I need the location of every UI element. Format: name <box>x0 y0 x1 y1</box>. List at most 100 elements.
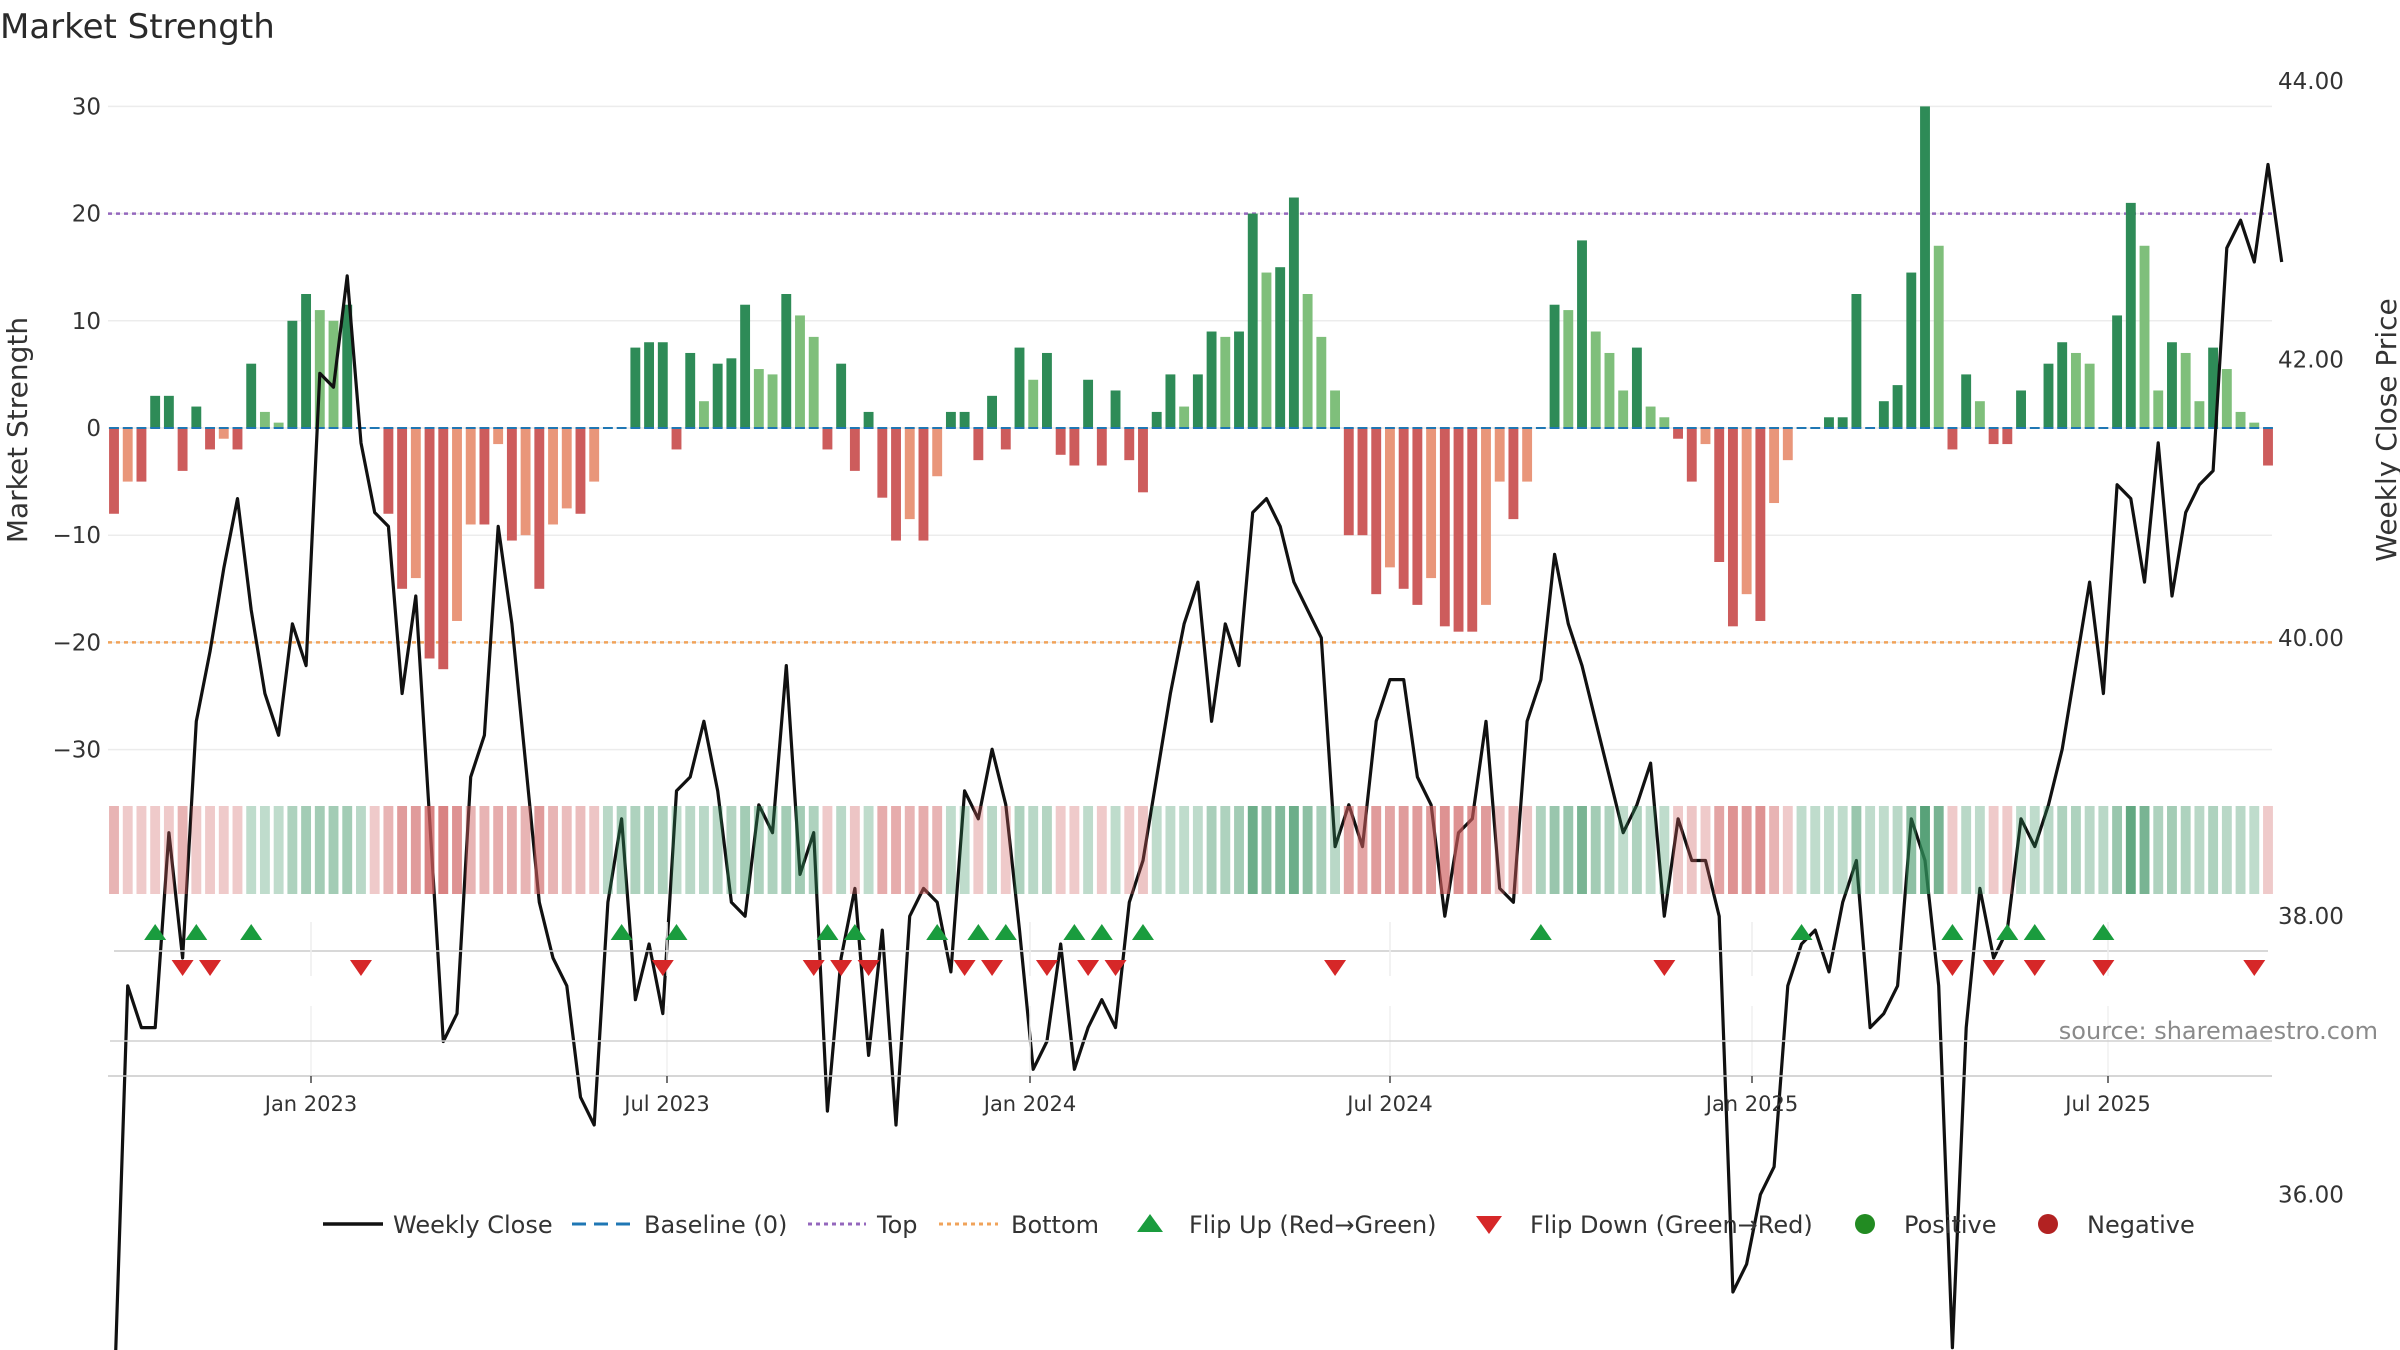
flip-down-icon <box>1476 1216 1502 1234</box>
strength-bar <box>424 428 435 659</box>
heat-cell <box>1577 806 1587 894</box>
heat-cell <box>2263 806 2273 894</box>
heat-cell <box>973 806 984 894</box>
strength-bar <box>465 428 476 525</box>
strength-bar <box>1947 428 1958 450</box>
strength-bar <box>849 428 860 471</box>
strength-bar <box>1700 428 1711 445</box>
left-axis-ticks: 30 20 10 0 −10 −20 −30 <box>52 94 101 763</box>
heat-cell <box>548 806 558 894</box>
heat-cell <box>1247 806 1258 894</box>
heat-cell <box>1810 806 1821 894</box>
strength-bar <box>1014 347 1025 428</box>
heat-cell <box>2167 806 2177 894</box>
heat-cell <box>1631 806 1642 894</box>
strength-bar <box>191 406 202 428</box>
heat-cell <box>1755 806 1766 894</box>
strength-bar <box>438 428 449 670</box>
strength-bar <box>1055 428 1066 455</box>
flip-down-marker <box>349 960 372 976</box>
strength-bar <box>2125 202 2136 428</box>
weekly-close-line <box>114 162 2284 1350</box>
flip-down-marker <box>2023 960 2046 976</box>
strength-bar <box>2057 342 2068 428</box>
left-tick-label: −10 <box>52 523 101 549</box>
strength-bar <box>1782 428 1793 461</box>
heat-cell <box>1892 806 1903 894</box>
heat-cell <box>356 806 366 894</box>
flip-down-marker <box>171 960 194 976</box>
flip-up-marker <box>926 924 949 940</box>
strength-bar <box>822 428 833 450</box>
flip-down-marker <box>1324 960 1347 976</box>
strength-bar <box>1494 428 1505 482</box>
heat-cell <box>2112 806 2123 894</box>
heat-cell <box>1151 806 1162 894</box>
flip-up-marker <box>240 924 263 940</box>
heat-cell <box>630 806 641 894</box>
strength-bar <box>863 411 874 428</box>
strength-bar <box>493 428 504 445</box>
heat-cell <box>1549 806 1560 894</box>
heat-cell <box>1192 806 1203 894</box>
flip-down-marker <box>830 960 853 976</box>
heat-cell <box>1522 806 1533 894</box>
heat-cell <box>1453 806 1464 894</box>
heat-cell <box>1563 806 1574 894</box>
heat-cell <box>493 806 504 894</box>
strength-bar <box>2208 347 2219 428</box>
strength-bar <box>1522 428 1533 482</box>
strength-bar <box>1686 428 1697 482</box>
strength-bar <box>136 428 147 482</box>
strength-bar <box>1426 428 1437 579</box>
heat-cell <box>383 806 394 894</box>
strength-bar <box>479 428 490 525</box>
flip-down-marker <box>2243 960 2266 976</box>
flip-down-marker <box>953 960 976 976</box>
strength-bar <box>726 358 737 428</box>
legend-label: Flip Up (Red→Green) <box>1189 1211 1437 1239</box>
strength-bar <box>1371 428 1382 595</box>
heat-cell <box>1055 806 1066 894</box>
heat-cell <box>1796 806 1807 894</box>
strength-bar <box>1069 428 1080 466</box>
heat-cell <box>273 806 284 894</box>
flip-up-marker <box>610 924 633 940</box>
strength-bar <box>2112 315 2123 428</box>
heat-cell <box>2070 806 2081 894</box>
strength-bar <box>1384 428 1395 568</box>
heat-cell <box>369 806 380 894</box>
heat-cell <box>2002 806 2013 894</box>
left-tick-label: −20 <box>52 630 101 656</box>
strength-bar <box>2153 390 2164 428</box>
strength-bar <box>795 315 805 428</box>
strength-bar <box>1000 428 1011 450</box>
heat-cell <box>1384 806 1395 894</box>
legend-label: Positive <box>1904 1211 1997 1239</box>
lower-panel <box>108 1006 2272 1083</box>
strength-bar <box>1824 417 1834 428</box>
strength-bar <box>410 428 421 579</box>
heat-cell <box>1481 806 1491 894</box>
heat-cell <box>602 806 613 894</box>
strength-bar <box>287 320 298 428</box>
flip-up-marker <box>1063 924 1086 940</box>
heat-cell <box>1412 806 1423 894</box>
strength-bar <box>740 304 751 428</box>
strength-bar <box>1618 390 1629 428</box>
heat-cell <box>1741 806 1752 894</box>
heat-cell <box>1234 806 1244 894</box>
strength-bar <box>1549 304 1560 428</box>
heat-cell <box>163 806 174 894</box>
strength-bar <box>1727 428 1738 627</box>
heat-cell <box>150 806 161 894</box>
strength-bar <box>506 428 517 541</box>
heat-cell <box>410 806 421 894</box>
strength-bar <box>699 401 709 428</box>
strength-bar <box>273 422 284 428</box>
heat-cell <box>1343 806 1354 894</box>
strength-bar <box>232 428 243 450</box>
heat-cell <box>1467 806 1478 894</box>
flip-down-marker <box>199 960 222 976</box>
heat-cell <box>877 806 888 894</box>
